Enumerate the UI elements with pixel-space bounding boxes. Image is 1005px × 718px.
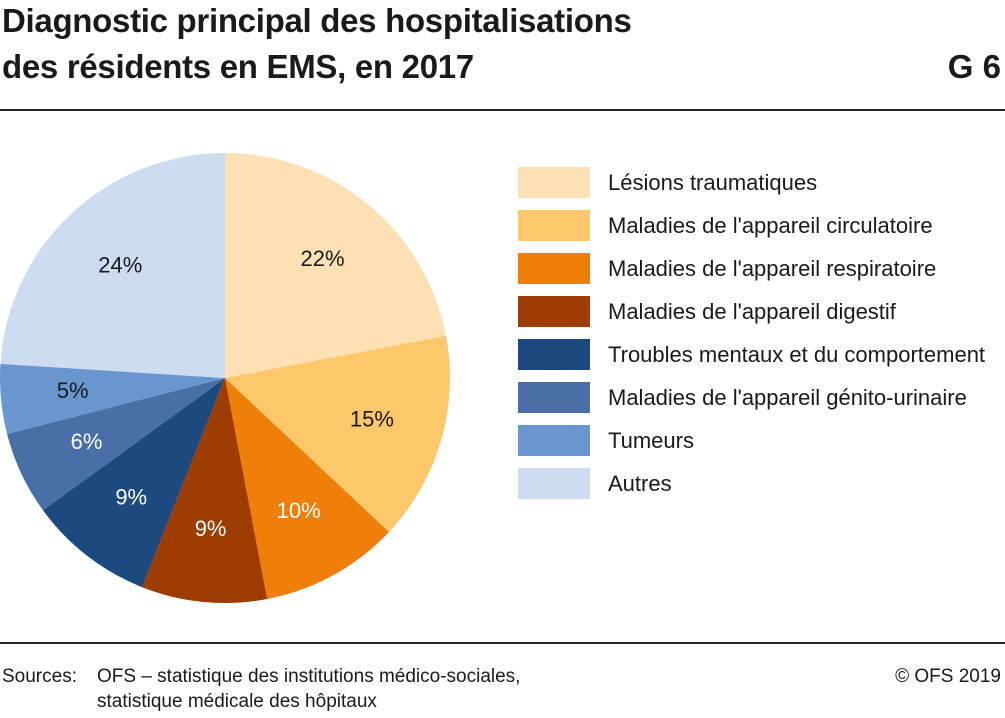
legend-item: Maladies de l'appareil respiratoire [518, 251, 1005, 287]
figure-number: G 6 [947, 48, 1001, 85]
pie-slice [142, 378, 268, 603]
pie-chart: 22% 15% 10% 9% 9% 6% 5% 24% [0, 153, 450, 603]
legend-item: Maladies de l'appareil génito-urinaire [518, 380, 1005, 416]
chart-title: Diagnostic principal des hospitalisation… [2, 2, 632, 39]
legend-swatch [518, 296, 590, 327]
value-label: 5% [57, 378, 89, 403]
source-line: OFS – statistique des institutions médic… [97, 666, 521, 687]
legend-item: Maladies de l'appareil circulatoire [518, 208, 1005, 244]
rule [0, 642, 1005, 644]
pie-slice [225, 378, 390, 600]
pie-slice [7, 378, 226, 511]
legend-swatch [518, 425, 590, 456]
value-label: 15% [350, 406, 394, 431]
pie-slice [225, 335, 450, 533]
pie-slice [42, 378, 225, 588]
legend-label: Autres [608, 471, 672, 496]
legend-label: Maladies de l'appareil génito-urinaire [608, 385, 967, 410]
legend-item: Lésions traumatiques [518, 165, 1005, 201]
legend-item: Maladies de l'appareil digestif [518, 294, 1005, 330]
pie-slice [0, 153, 226, 378]
value-label: 9% [115, 485, 147, 510]
chart-title: des résidents en EMS, en 2017 [2, 48, 474, 85]
legend-swatch [518, 339, 590, 370]
legend-item: Tumeurs [518, 423, 1005, 459]
copyright: © OFS 2019 [895, 666, 1001, 687]
value-label: 24% [98, 252, 142, 277]
legend-label: Maladies de l'appareil digestif [608, 299, 896, 324]
legend-swatch [518, 468, 590, 499]
pie-slice [225, 153, 447, 378]
legend: Lésions traumatiques Maladies de l'appare… [518, 165, 1005, 509]
legend-label: Tumeurs [608, 428, 694, 453]
legend-item: Troubles mentaux et du compor­tement [518, 337, 1005, 373]
value-label: 6% [71, 429, 103, 454]
source-label: Sources: [2, 666, 77, 687]
legend-swatch [518, 382, 590, 413]
legend-swatch [518, 167, 590, 198]
value-label: 10% [277, 498, 321, 523]
source-line: statistique médicale des hôpitaux [97, 691, 377, 712]
legend-label: Troubles mentaux et du compor­tement [608, 342, 986, 367]
value-label: 22% [301, 246, 345, 271]
legend-label: Maladies de l'appareil respiratoire [608, 256, 937, 281]
legend-label: Lésions traumatiques [608, 170, 818, 195]
pie-slice [0, 363, 225, 434]
rule [0, 109, 1005, 111]
legend-swatch [518, 253, 590, 284]
value-label: 9% [195, 516, 227, 541]
legend-label: Maladies de l'appareil circulatoire [608, 213, 933, 238]
legend-swatch [518, 210, 590, 241]
legend-item: Autres [518, 466, 1005, 502]
